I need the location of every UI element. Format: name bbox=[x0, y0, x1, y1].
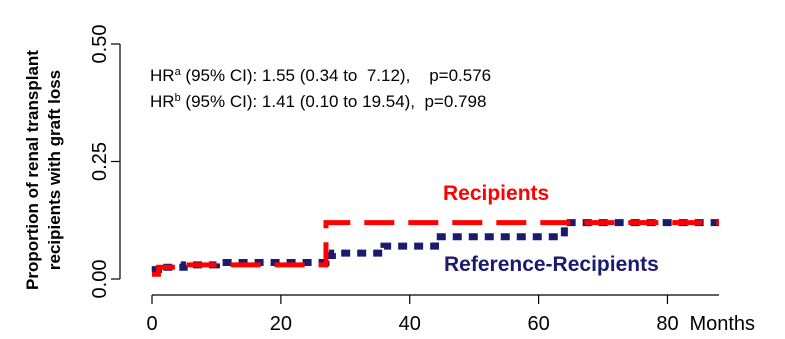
y-axis: 0.00 0.25 0.50 bbox=[89, 25, 121, 299]
y-tick-label-2: 0.50 bbox=[89, 25, 111, 64]
hr-b-annotation: HRb (95% CI): 1.41 (0.10 to 19.54), p=0.… bbox=[150, 92, 486, 111]
hr-b-prefix: HR bbox=[150, 92, 175, 111]
x-tick-label-0: 0 bbox=[146, 313, 157, 335]
y-tick-label-0: 0.00 bbox=[89, 260, 111, 299]
series-label-reference-recipients: Reference-Recipients bbox=[444, 253, 659, 276]
y-axis-title-line2: recipients with graft loss bbox=[45, 70, 64, 270]
x-tick-label-3: 60 bbox=[527, 313, 549, 335]
hr-a-text: (95% CI): 1.55 (0.34 to 7.12), p=0.576 bbox=[181, 66, 491, 85]
y-tick-label-1: 0.25 bbox=[89, 142, 111, 181]
hr-a-superscript: a bbox=[175, 66, 182, 78]
hr-b-superscript: b bbox=[175, 92, 181, 104]
hr-a-prefix: HR bbox=[150, 66, 175, 85]
x-tick-label-4: 80 bbox=[656, 313, 678, 335]
x-tick-label-1: 20 bbox=[270, 313, 292, 335]
hr-a-annotation: HRa (95% CI): 1.55 (0.34 to 7.12), p=0.5… bbox=[150, 66, 491, 85]
series-label-recipients: Recipients bbox=[443, 182, 549, 205]
x-axis-title: Months bbox=[689, 313, 755, 335]
series-group bbox=[151, 219, 719, 277]
series-line-recipients bbox=[152, 220, 719, 277]
y-axis-title-line1: Proportion of renal transplant bbox=[23, 50, 42, 290]
x-tick-label-2: 40 bbox=[399, 313, 421, 335]
hr-b-text: (95% CI): 1.41 (0.10 to 19.54), p=0.798 bbox=[181, 92, 487, 111]
x-axis: 0 20 40 60 80 Months bbox=[146, 294, 755, 335]
